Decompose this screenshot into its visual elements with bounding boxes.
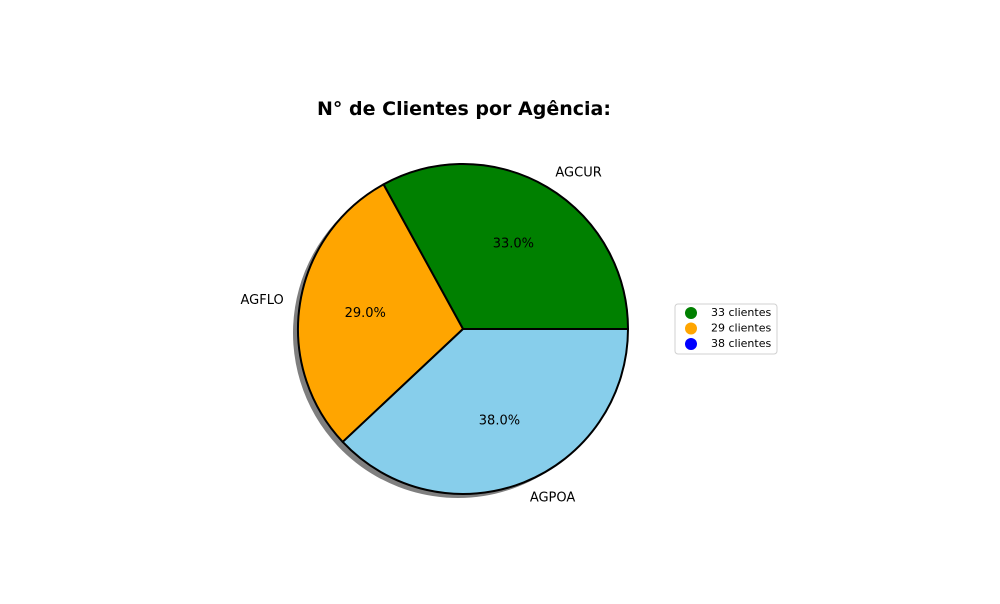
- percent-label-agflo: 29.0%: [345, 306, 386, 321]
- legend-label-2: 38 clientes: [711, 337, 771, 350]
- legend-marker-2: [685, 338, 697, 350]
- legend-marker-0: [685, 307, 697, 319]
- legend-label-0: 33 clientes: [711, 306, 771, 319]
- slice-agflo: [297, 183, 464, 443]
- legend-box: [674, 303, 778, 355]
- slice-agpoa: [341, 328, 629, 495]
- slice-label-agpoa: AGPOA: [530, 490, 576, 505]
- slice-label-agflo: AGFLO: [241, 293, 284, 308]
- slice-label-agcur: AGCUR: [555, 165, 601, 180]
- pie-labels: AGCUR 33.0% AGFLO 29.0% AGPOA 38.0%: [241, 165, 602, 505]
- chart-title: N° de Clientes por Agência:: [317, 98, 611, 120]
- legend-label-1: 29 clientes: [711, 322, 771, 335]
- percent-label-agcur: 33.0%: [493, 236, 534, 251]
- legend-marker-1: [685, 322, 697, 335]
- pie-slices: [297, 163, 629, 495]
- slice-agcur: [382, 163, 629, 330]
- legend: 33 clientes 29 clientes 38 clientes: [674, 303, 778, 355]
- percent-label-agpoa: 38.0%: [479, 414, 520, 429]
